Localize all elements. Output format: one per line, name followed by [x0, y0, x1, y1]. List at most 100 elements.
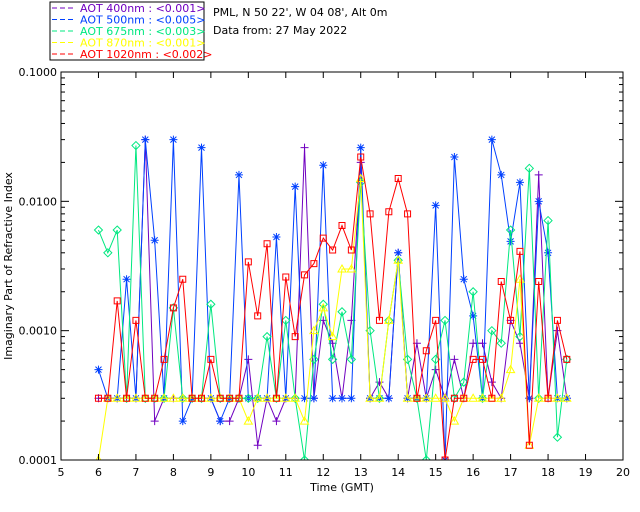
data-point — [338, 394, 346, 403]
data-point — [319, 234, 327, 242]
series-line — [97, 139, 567, 460]
data-point — [309, 325, 319, 335]
data-point — [347, 246, 355, 254]
data-point — [225, 417, 234, 426]
data-point — [506, 237, 515, 246]
data-point — [533, 393, 544, 402]
data-point — [216, 417, 225, 426]
data-point — [374, 393, 385, 403]
data-point — [254, 312, 262, 320]
data-point — [188, 394, 196, 402]
location-header: PML, N 50 22', W 04 08', Alt 0m — [213, 6, 387, 19]
data-point — [94, 394, 102, 402]
data-point — [301, 271, 309, 279]
data-point — [159, 393, 169, 403]
data-point — [525, 441, 533, 449]
data-point — [280, 393, 291, 402]
x-tick-label: 11 — [279, 466, 293, 479]
x-tick-label: 6 — [95, 466, 102, 479]
y-tick-label: 0.0100 — [19, 195, 58, 208]
data-point — [160, 355, 168, 363]
series-group — [93, 135, 572, 460]
data-point — [346, 263, 357, 273]
data-point — [168, 393, 179, 402]
data-point — [431, 365, 440, 374]
data-point — [104, 394, 112, 402]
data-point — [505, 364, 516, 374]
data-point — [385, 208, 393, 216]
series-line — [97, 178, 567, 460]
data-point — [141, 135, 150, 144]
data-point — [329, 246, 337, 254]
data-point — [487, 378, 496, 387]
data-point — [468, 393, 478, 402]
data-point — [459, 377, 469, 387]
data-point — [563, 355, 571, 363]
data-point — [552, 393, 563, 402]
data-point — [534, 170, 543, 179]
x-tick-label: 8 — [170, 466, 177, 479]
data-point — [553, 316, 561, 324]
data-point — [337, 307, 347, 317]
data-point — [487, 135, 496, 144]
data-point — [272, 417, 281, 426]
data-point — [252, 393, 263, 403]
data-point — [310, 260, 318, 268]
data-point — [112, 393, 123, 402]
data-point — [198, 394, 205, 402]
data-point — [449, 416, 460, 425]
data-point — [328, 394, 337, 403]
data-point — [394, 248, 403, 257]
data-point — [179, 275, 187, 283]
data-point — [469, 355, 477, 363]
data-point — [282, 273, 290, 281]
legend-entry: AOT 500nm : <0.005> — [80, 14, 206, 27]
data-point — [300, 143, 309, 152]
series-line — [98, 145, 568, 460]
data-point — [178, 393, 188, 403]
x-tick-label: 18 — [541, 466, 555, 479]
data-point — [113, 297, 121, 305]
data-point — [375, 316, 383, 324]
plot-frame — [60, 71, 624, 461]
x-tick-label: 9 — [207, 466, 214, 479]
x-tick-label: 10 — [241, 466, 255, 479]
data-point — [497, 277, 505, 285]
data-point — [505, 225, 516, 235]
data-point — [122, 275, 131, 284]
data-point — [252, 393, 263, 402]
x-tick-label: 19 — [579, 466, 593, 479]
data-point — [299, 455, 310, 460]
data-point — [159, 393, 169, 402]
data-point — [468, 287, 478, 297]
legend-entry: AOT 1020nm : <0.002> — [80, 48, 213, 61]
data-point — [309, 394, 318, 403]
data-point — [262, 331, 272, 342]
x-tick-label: 17 — [504, 466, 518, 479]
legend-entry: AOT 870nm : <0.001> — [80, 37, 206, 50]
x-tick-label: 7 — [132, 466, 139, 479]
data-point — [206, 393, 216, 402]
data-point — [94, 365, 103, 374]
data-point — [374, 393, 385, 402]
x-tick-label: 16 — [466, 466, 480, 479]
data-point — [131, 140, 141, 151]
x-tick-label: 12 — [316, 466, 330, 479]
data-point — [421, 455, 432, 460]
data-point — [366, 210, 374, 218]
data-point — [543, 215, 553, 226]
data-point — [141, 394, 149, 402]
data-point — [150, 417, 159, 426]
data-point — [291, 333, 299, 341]
data-point — [169, 135, 178, 144]
data-point — [197, 143, 206, 152]
data-point — [460, 394, 468, 402]
data-point — [338, 222, 346, 230]
data-point — [431, 201, 440, 210]
data-point — [534, 197, 543, 206]
data-point — [132, 316, 140, 324]
data-point — [150, 236, 159, 245]
legend-box — [49, 1, 205, 61]
data-point — [207, 355, 215, 363]
data-point — [478, 339, 487, 348]
